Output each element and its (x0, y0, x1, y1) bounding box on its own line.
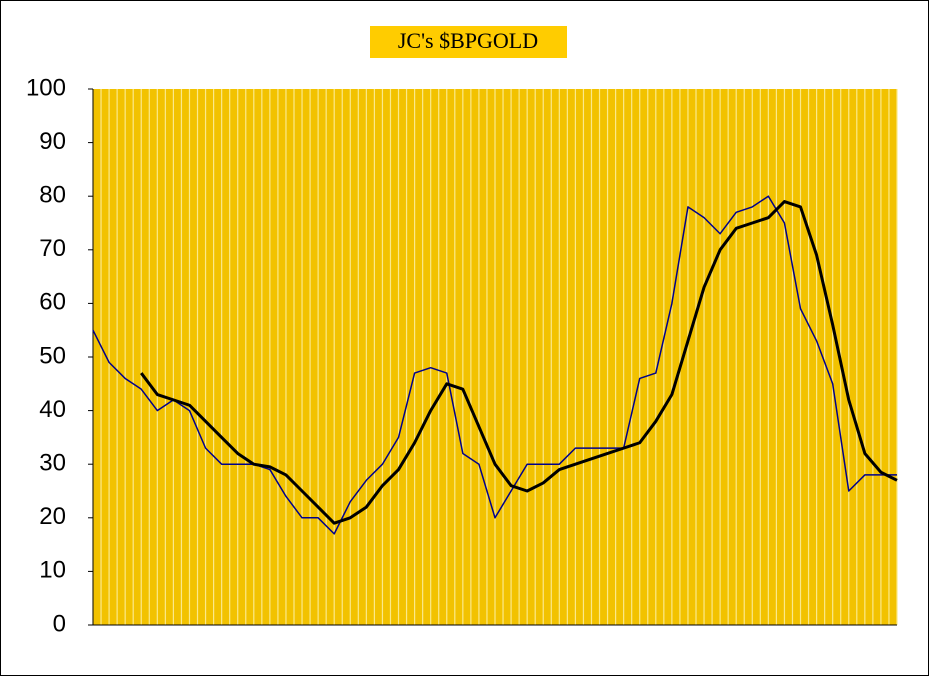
y-tick-label: 20 (39, 503, 66, 530)
y-tick-label: 40 (39, 396, 66, 423)
series-line (140, 200, 898, 525)
y-tick-label: 10 (39, 557, 66, 584)
y-tick-label: 90 (39, 128, 66, 155)
y-tick-label: 70 (39, 235, 66, 262)
title-box (370, 26, 567, 58)
y-tick-label: 30 (39, 450, 66, 477)
series-line (92, 195, 897, 535)
y-tick-label: 0 (53, 610, 66, 637)
y-tick-label: 60 (39, 289, 66, 316)
chart-title: JC's $BPGOLD (398, 28, 538, 53)
y-tick-label: 80 (39, 182, 66, 209)
y-tick-label: 50 (39, 342, 66, 369)
y-tick-label: 100 (26, 74, 66, 101)
